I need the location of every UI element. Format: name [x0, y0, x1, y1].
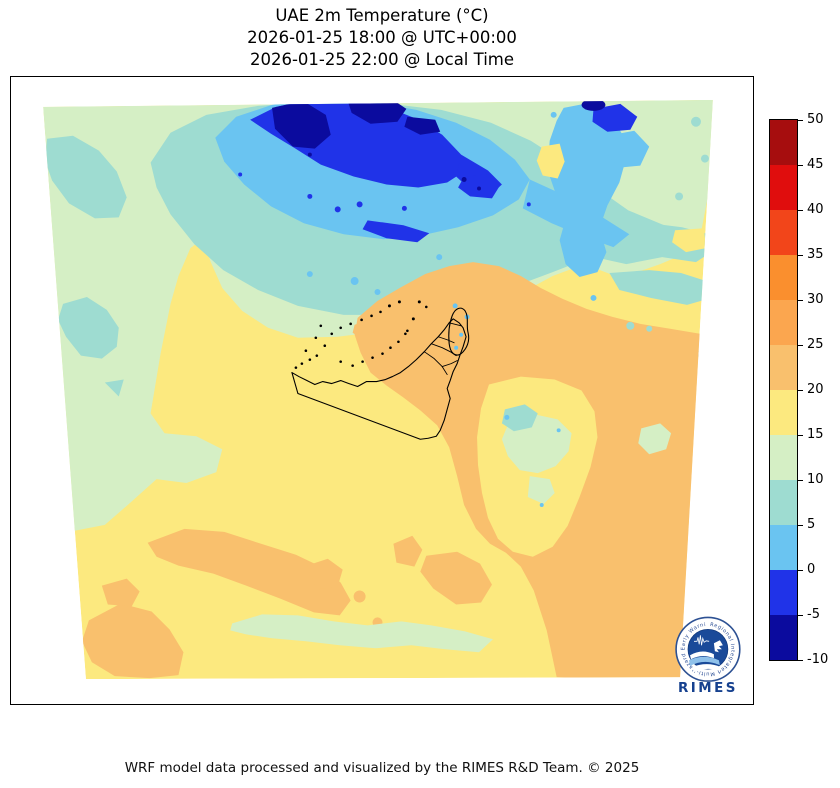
colorbar-band [770, 120, 797, 165]
colorbar-tick-mark [797, 569, 803, 571]
footer-credit: WRF model data processed and visualized … [124, 760, 640, 776]
uae-map-dots [294, 300, 428, 369]
colorbar-tick-mark [797, 659, 803, 661]
uae-boundary [291, 307, 470, 440]
colorbar-band [770, 390, 797, 435]
colorbar-band [770, 525, 797, 570]
colorbar-band [770, 345, 797, 390]
colorbar-tick-mark [797, 299, 803, 301]
colorbar-band [770, 300, 797, 345]
temperature-map: Regional Integrated Multi-Hazard Early W… [11, 77, 741, 696]
colorbar-tick-mark [797, 209, 803, 211]
colorbar-tick-mark [797, 479, 803, 481]
title-line-1: UAE 2m Temperature (°C) [275, 6, 489, 25]
colorbar-tick-label: -10 [807, 652, 829, 667]
colorbar-band [770, 255, 797, 300]
rimes-wave-3 [692, 664, 721, 673]
colorbar-band [770, 435, 797, 480]
colorbar-tick-mark [797, 164, 803, 166]
colorbar-tick-mark [797, 344, 803, 346]
colorbar-band [770, 570, 797, 615]
colorbar-tick-label: 35 [807, 247, 824, 262]
colorbar-tick-label: 45 [807, 157, 824, 172]
map-panel: Regional Integrated Multi-Hazard Early W… [10, 76, 754, 705]
colorbar-tick-label: 10 [807, 472, 824, 487]
colorbar-band [770, 480, 797, 525]
rimes-wave-1 [690, 651, 714, 660]
title-line-3: 2026-01-25 22:00 @ Local Time [249, 50, 515, 69]
figure-title: UAE 2m Temperature (°C) 2026-01-25 18:00… [10, 5, 754, 71]
colorbar-tick-mark [797, 434, 803, 436]
colorbar-tick-label: 0 [807, 562, 816, 577]
colorbar-tick-mark [797, 614, 803, 616]
colorbar-tick-label: 20 [807, 382, 824, 397]
colorbar-tick-label: -5 [807, 607, 820, 622]
colorbar-tick-label: 30 [807, 292, 824, 307]
colorbar-tick-label: 5 [807, 517, 816, 532]
colorbar-tick-label: 50 [807, 112, 824, 127]
colorbar-tick-mark [797, 119, 803, 121]
rimes-horse-icon [713, 640, 723, 653]
rimes-wave-2 [689, 656, 720, 667]
rimes-wordmark: RIMES [678, 681, 738, 696]
colorbar-band [770, 165, 797, 210]
colorbar-tick-mark [797, 254, 803, 256]
title-line-2: 2026-01-25 18:00 @ UTC+00:00 [247, 28, 517, 47]
colorbar-tick-label: 40 [807, 202, 824, 217]
band-m10-m5-regions [272, 99, 606, 191]
band-15-20-patches-north [536, 143, 706, 253]
colorbar-tick-mark [797, 389, 803, 391]
colorbar-band [770, 210, 797, 255]
colorbar-band [770, 615, 797, 660]
rimes-seismograph-icon [694, 635, 710, 646]
colorbar-tick-label: 15 [807, 427, 824, 442]
colorbar-tick-label: 25 [807, 337, 824, 352]
colorbar [769, 119, 798, 661]
colorbar-tick-mark [797, 524, 803, 526]
band-5-10-south-specks [501, 321, 653, 432]
